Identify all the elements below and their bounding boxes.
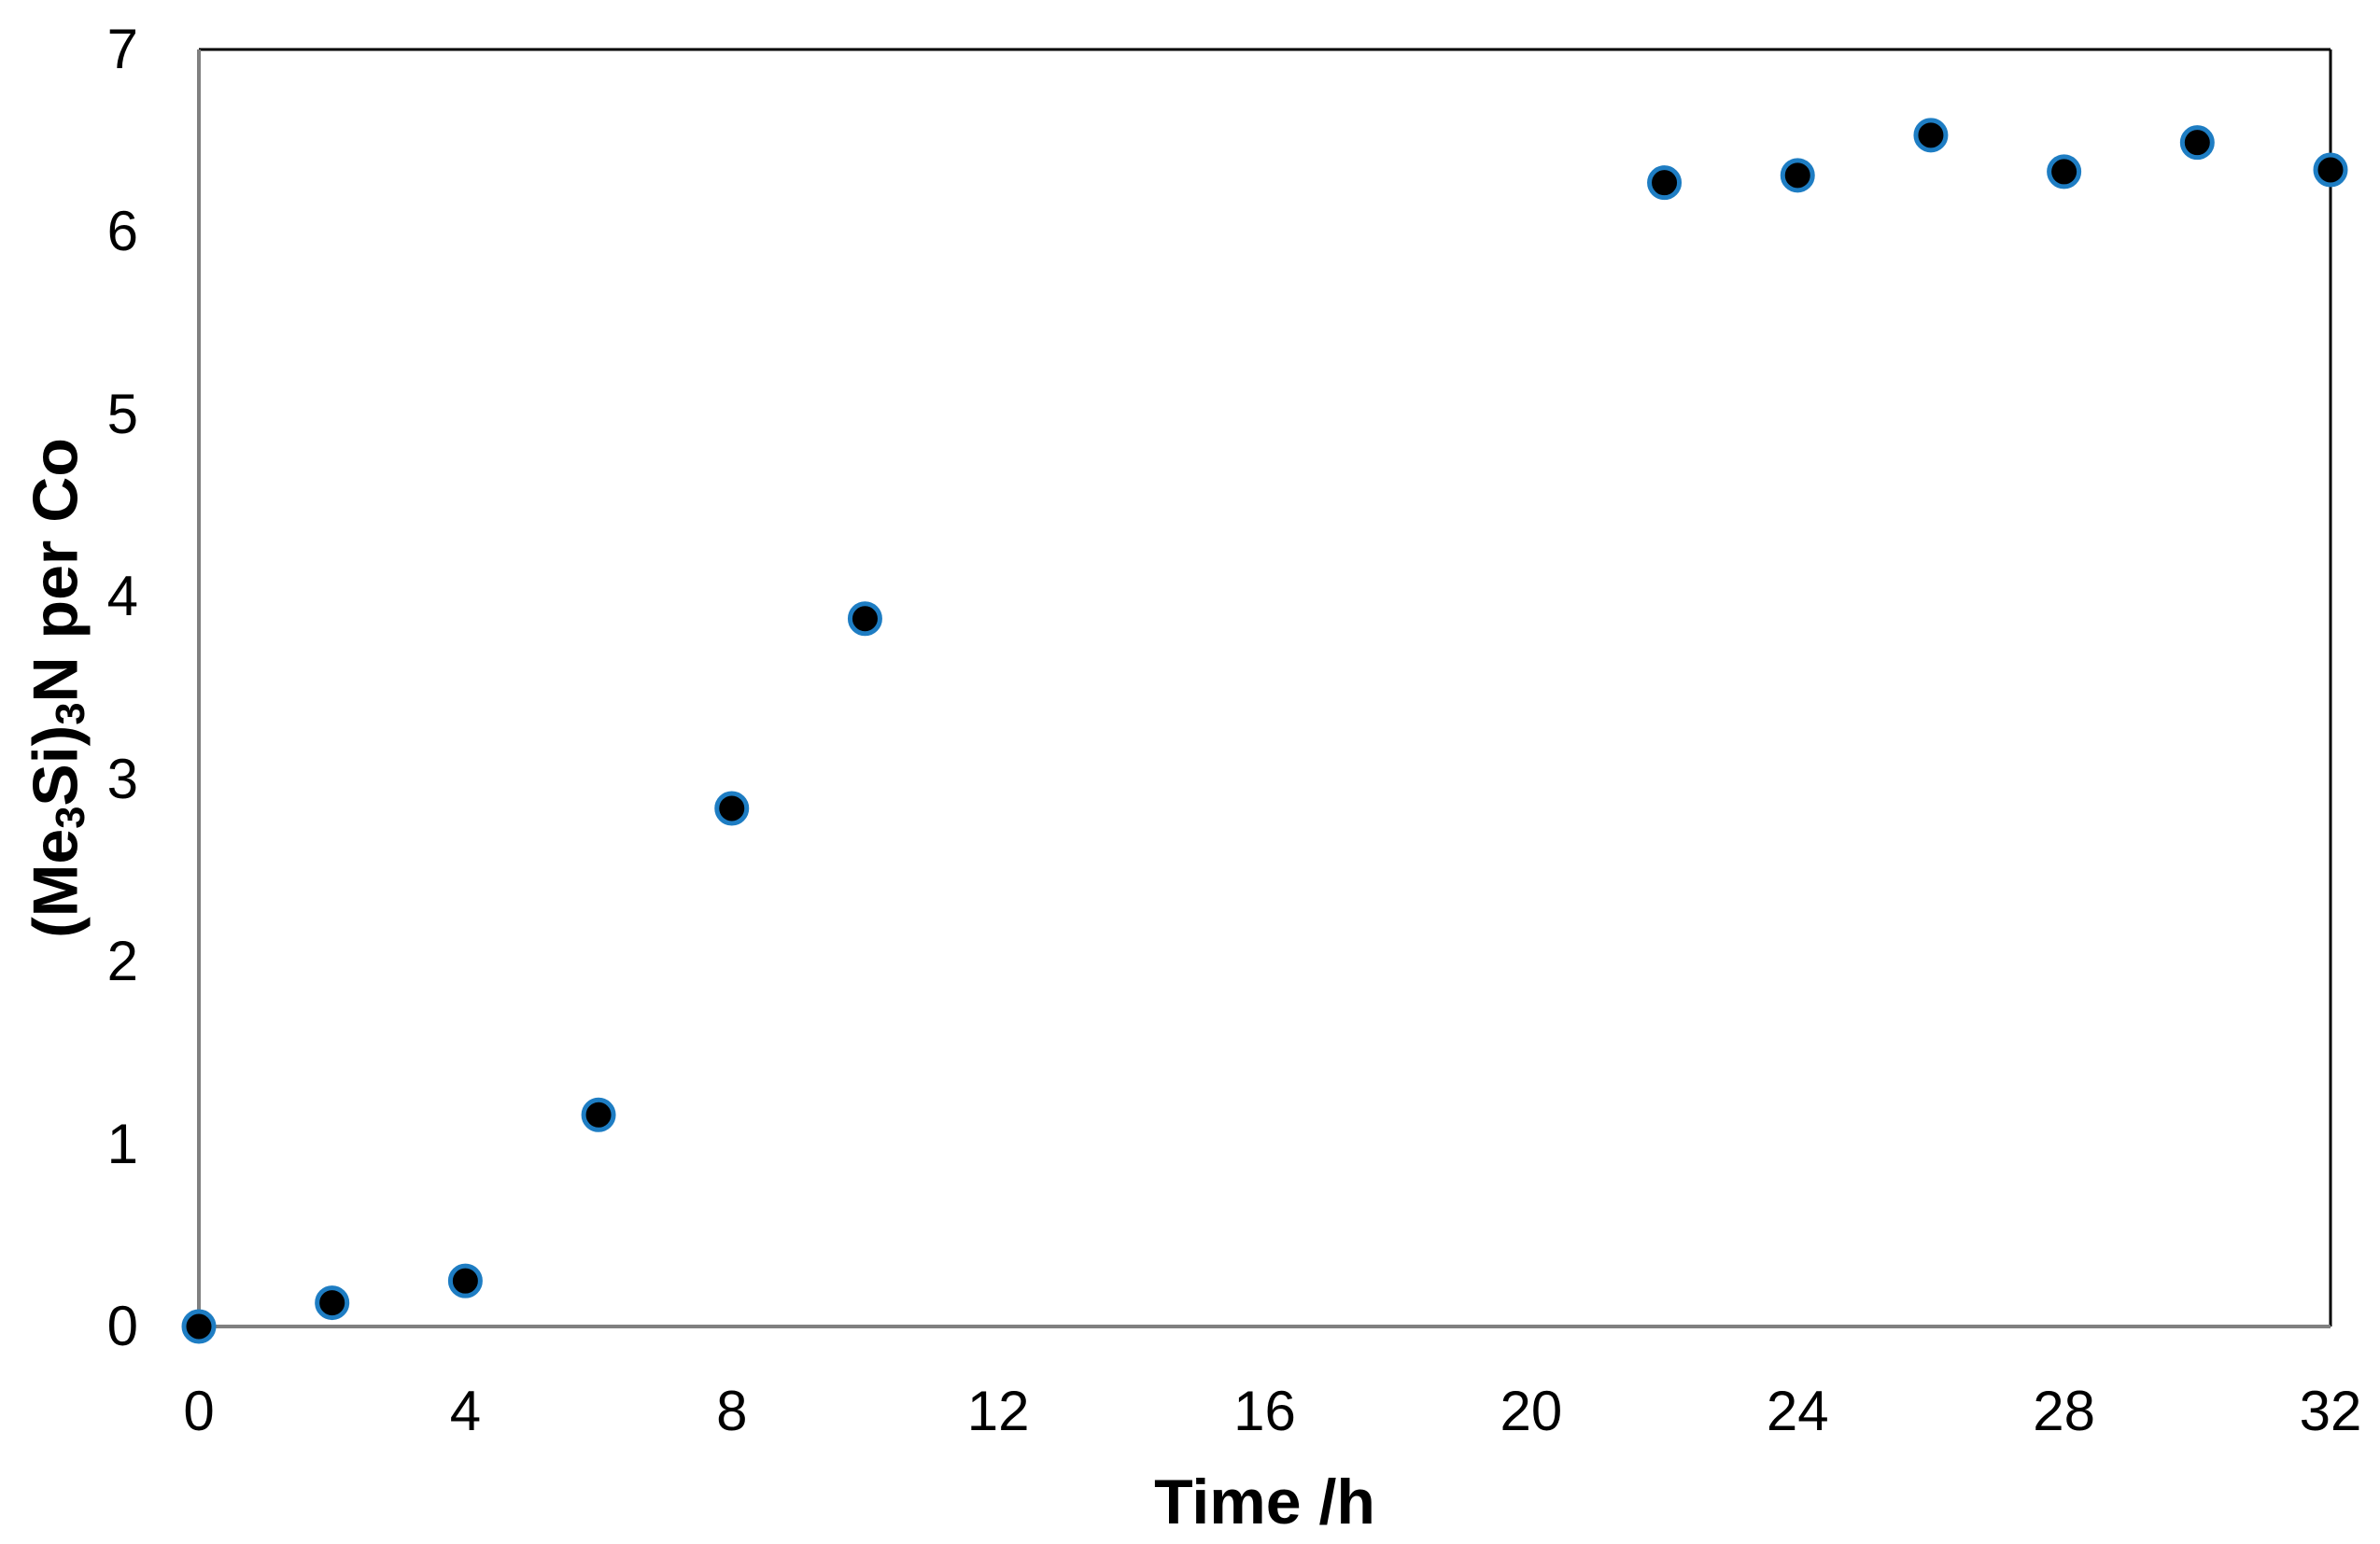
x-tick-label: 8 (716, 1380, 748, 1442)
x-tick-label: 24 (1766, 1380, 1829, 1442)
x-tick-label: 16 (1233, 1380, 1296, 1442)
y-axis-title-text: N per Co (20, 438, 92, 703)
data-point (1913, 118, 1949, 153)
data-point (1647, 165, 1683, 201)
y-tick-label: 1 (106, 1112, 138, 1175)
data-point (181, 1309, 217, 1344)
y-axis-title-text: (Me (20, 828, 92, 938)
data-point (315, 1285, 350, 1321)
x-tick-label: 12 (966, 1380, 1030, 1442)
data-point (2179, 125, 2215, 161)
y-axis-title: (Me3Si)3N per Co (20, 438, 94, 938)
data-point (1780, 158, 1815, 193)
x-tick-label: 20 (1500, 1380, 1563, 1442)
data-point (2313, 152, 2348, 188)
data-point (581, 1097, 616, 1132)
y-tick-label: 3 (106, 747, 138, 810)
y-axis-title-text: Si) (20, 724, 92, 807)
x-tick-label: 4 (449, 1380, 482, 1442)
y-axis-title-subscript: 3 (49, 702, 94, 725)
data-point (447, 1263, 483, 1298)
y-tick-label: 4 (106, 565, 138, 628)
data-point (714, 791, 750, 826)
y-tick-label: 7 (106, 18, 138, 80)
y-tick-label: 5 (106, 382, 138, 445)
x-tick-label: 32 (2299, 1380, 2362, 1442)
x-axis-title: Time /h (1154, 1467, 1375, 1537)
x-tick-label: 28 (2033, 1380, 2095, 1442)
x-tick-label: 0 (183, 1380, 215, 1442)
y-tick-label: 6 (106, 200, 138, 263)
y-tick-label: 2 (106, 930, 138, 993)
data-point (847, 601, 882, 637)
y-axis-title-subscript: 3 (49, 806, 94, 829)
data-point (2047, 154, 2082, 189)
y-tick-label: 0 (106, 1295, 138, 1357)
